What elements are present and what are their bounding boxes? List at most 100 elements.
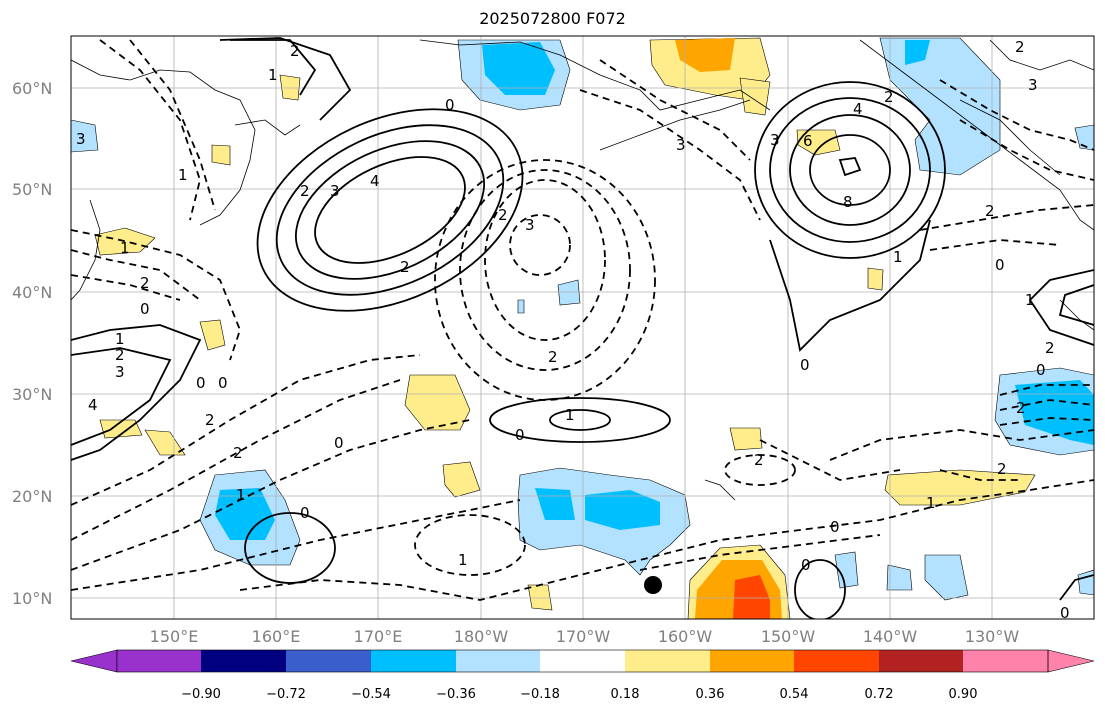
contour-label: 2 [985, 202, 995, 220]
contour-label: 3 [330, 182, 340, 200]
shade-negative-area [1074, 124, 1094, 151]
contour-label: 1 [1025, 291, 1035, 309]
contour-label: 1 [565, 406, 575, 424]
contour-label: 0 [995, 256, 1005, 274]
colorbar-tick-label: −0.36 [436, 687, 476, 702]
shade-positive-area [867, 267, 884, 291]
coastlines [71, 39, 1094, 501]
colorbar-tick-label: 0.72 [865, 687, 894, 702]
shade-positive-area [279, 74, 301, 101]
shade-negative-area [834, 551, 859, 589]
lon-label: 150°E [150, 627, 199, 646]
shade-strong-negative-area [215, 488, 275, 540]
contour-label: 1 [115, 330, 125, 348]
map-title: 2025072800 F072 [479, 9, 626, 28]
colorbar-segment [879, 650, 963, 672]
contour-label: 1 [926, 494, 936, 512]
shade-positive-area [94, 227, 156, 256]
lat-label: 50°N [12, 180, 52, 199]
colorbar-segment [794, 650, 879, 672]
contour-label: 0 [300, 504, 310, 522]
contour-label: 1 [236, 486, 246, 504]
shade-strong-negative-area [585, 490, 660, 530]
contour-label: 2 [290, 42, 300, 60]
contour-label: 1 [893, 248, 903, 266]
colorbar-tick-label: −0.90 [181, 687, 221, 702]
shade-positive-area [739, 77, 771, 116]
shade-positive-area [211, 144, 231, 166]
shade-red-area [733, 575, 770, 619]
latitude-labels: 60°N 50°N 40°N 30°N 20°N 10°N [12, 79, 52, 608]
contour-label: 0 [1060, 604, 1070, 622]
contour-label: 4 [370, 172, 380, 190]
contour-label: 2 [205, 411, 215, 429]
contour-label: 2 [498, 206, 508, 224]
colorbar-segment [371, 650, 456, 672]
contour-label: 2 [233, 444, 243, 462]
lat-label: 60°N [12, 79, 52, 98]
colorbar-tick-label: 0.36 [696, 687, 725, 702]
colorbar [70, 649, 1095, 673]
contour-label: 1 [268, 66, 278, 84]
shading-layer [71, 37, 1094, 619]
colorbar-segment [286, 650, 371, 672]
shade-positive-area [404, 374, 471, 431]
contour-label: 3 [676, 136, 686, 154]
colorbar-tick-label: 0.90 [949, 687, 978, 702]
contour-label: 3 [525, 216, 535, 234]
lon-label: 170°E [354, 627, 403, 646]
shade-negative-area [557, 279, 581, 306]
colorbar-segment [625, 650, 710, 672]
contour-label: 3 [76, 130, 86, 148]
colorbar-tick-label: −0.54 [351, 687, 391, 702]
map-frame [70, 35, 1095, 620]
contour-label: 0 [218, 374, 228, 392]
colorbar-ticks: −0.90 −0.72 −0.54 −0.36 −0.18 0.18 0.36 … [181, 687, 977, 702]
shade-positive-area [729, 427, 763, 451]
lon-label: 150°W [761, 627, 816, 646]
lon-label: 160°E [252, 627, 301, 646]
lon-label: 130°W [965, 627, 1020, 646]
lon-label: 180°W [454, 627, 509, 646]
contour-label: 2 [140, 274, 150, 292]
contour-label: 1 [178, 166, 188, 184]
colorbar-tick-label: −0.18 [520, 687, 560, 702]
lon-label: 170°W [556, 627, 611, 646]
contour-label: 2 [300, 182, 310, 200]
contour-label: 0 [334, 434, 344, 452]
contour-label: 0 [196, 374, 206, 392]
colorbar-segment [117, 650, 201, 672]
colorbar-segment [456, 650, 540, 672]
colorbar-tick-label: 0.18 [611, 687, 640, 702]
contour-label: 3 [115, 363, 125, 381]
contour-label: 0 [830, 518, 840, 536]
contour-label: 2 [1015, 38, 1025, 56]
contour-label: 4 [853, 100, 863, 118]
longitude-labels: 150°E 160°E 170°E 180°W 170°W 160°W 150°… [150, 627, 1020, 646]
colorbar-tick-label: −0.72 [266, 687, 306, 702]
lat-label: 10°N [12, 589, 52, 608]
contour-label: 1 [120, 239, 130, 257]
shade-positive-area [442, 461, 481, 498]
colorbar-segment [540, 650, 625, 672]
contour-label: 3 [1028, 76, 1038, 94]
contour-label: 0 [515, 426, 525, 444]
shade-negative-area [886, 564, 913, 591]
contour-label: 0 [140, 300, 150, 318]
shade-strong-negative-area [1015, 380, 1094, 445]
colorbar-segment [963, 650, 1048, 672]
station-marker [644, 576, 662, 594]
colorbar-segment [201, 650, 286, 672]
contour-label: 2 [1016, 399, 1026, 417]
lon-label: 160°W [658, 627, 713, 646]
shade-positive-area [199, 319, 226, 351]
shade-strong-negative-area [905, 40, 930, 65]
lon-label: 140°W [863, 627, 918, 646]
contour-label: 0 [445, 96, 455, 114]
contour-label: 2 [1045, 339, 1055, 357]
dashed-contours [71, 39, 1094, 601]
contour-label: 0 [801, 556, 811, 574]
contour-label: 1 [458, 551, 468, 569]
shade-strong-negative-area [482, 42, 555, 95]
